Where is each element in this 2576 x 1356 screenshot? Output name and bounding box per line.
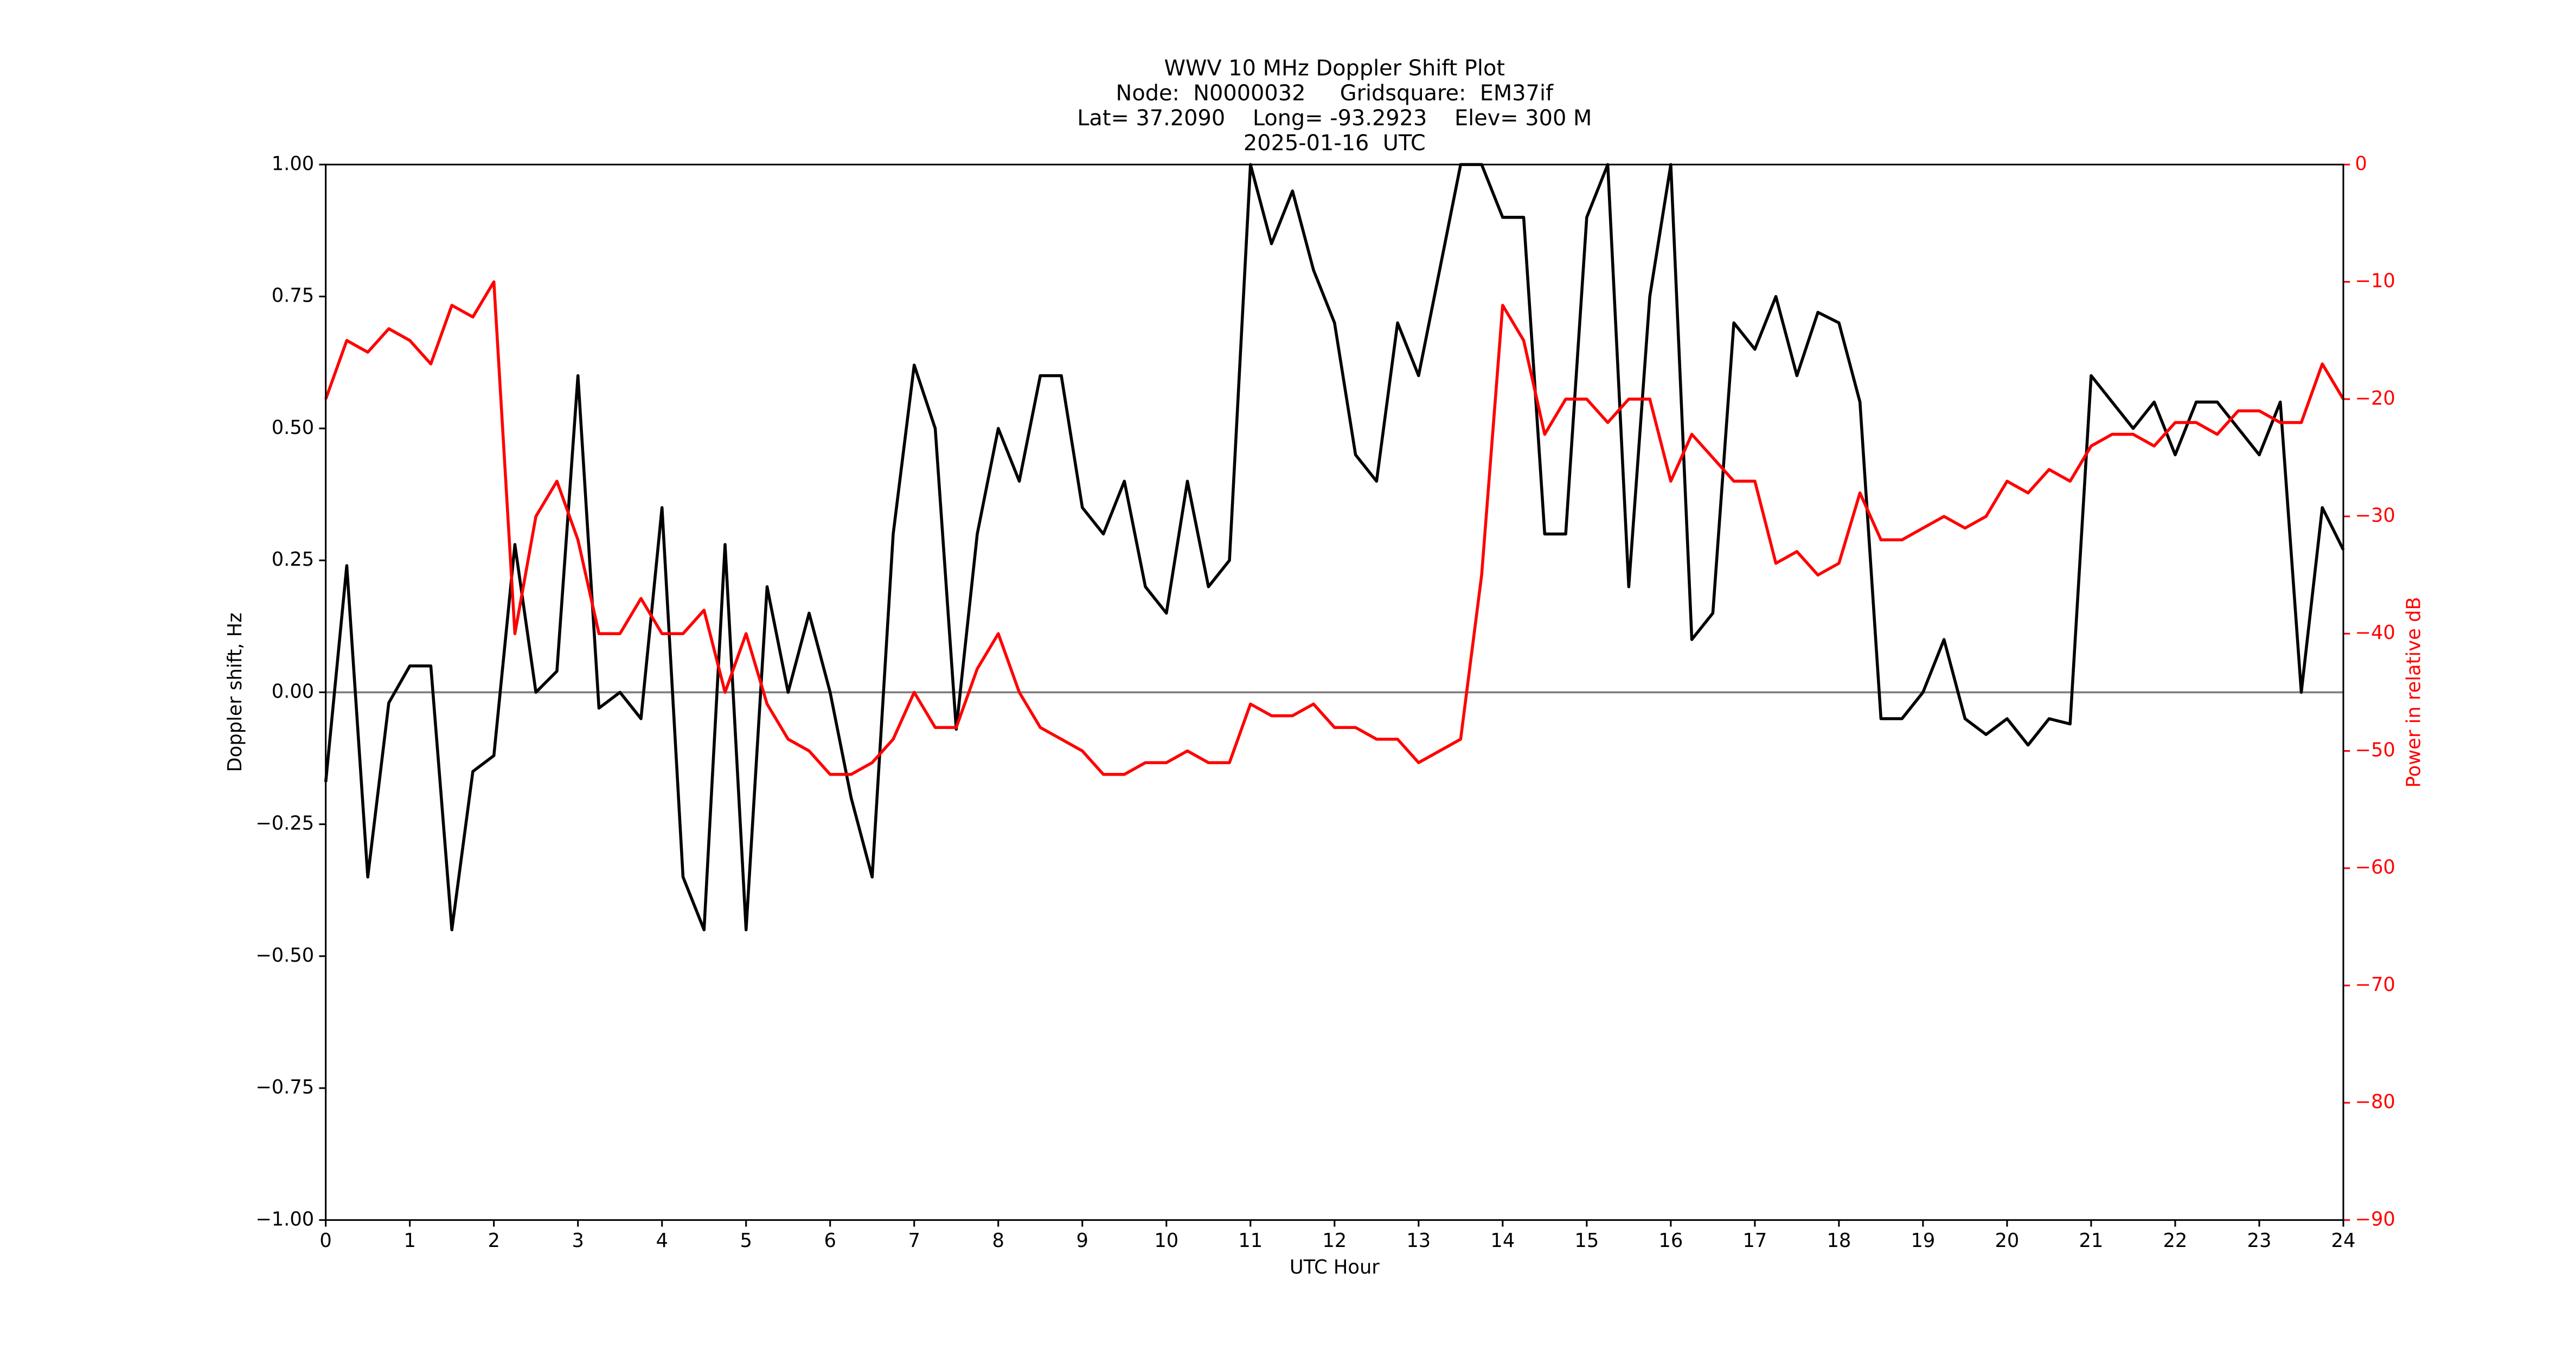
y-tick-label: 0.75 xyxy=(272,285,314,307)
x-tick-label: 7 xyxy=(908,1230,920,1252)
y2-tick-label: −70 xyxy=(2355,974,2395,996)
x-tick-label: 17 xyxy=(1742,1230,1767,1252)
x-tick-label: 0 xyxy=(319,1230,331,1252)
y-tick-label: −0.25 xyxy=(255,813,314,835)
y2-tick-label: −50 xyxy=(2355,739,2395,761)
chart-title: 2025-01-16 UTC xyxy=(1244,131,1426,156)
x-tick-label: 3 xyxy=(572,1230,584,1252)
y2-tick-label: 0 xyxy=(2355,152,2367,175)
x-tick-label: 12 xyxy=(1322,1230,1347,1252)
x-tick-label: 21 xyxy=(2079,1230,2104,1252)
y2-tick-label: −60 xyxy=(2355,856,2395,879)
x-tick-label: 18 xyxy=(1827,1230,1851,1252)
series-line xyxy=(324,280,2345,776)
x-tick-label: 20 xyxy=(1995,1230,2019,1252)
x-tick-label: 16 xyxy=(1658,1230,1683,1252)
y2-tick-label: −30 xyxy=(2355,504,2395,527)
x-tick-label: 23 xyxy=(2247,1230,2272,1252)
y2-axis-label: Power in relative dB xyxy=(2403,597,2425,788)
y2-tick-label: −10 xyxy=(2355,270,2395,292)
y-tick-label: 0.00 xyxy=(272,680,314,702)
y-axis-label: Doppler shift, Hz xyxy=(224,612,246,772)
x-tick-label: 8 xyxy=(992,1230,1004,1252)
x-tick-label: 14 xyxy=(1490,1230,1515,1252)
x-tick-label: 24 xyxy=(2331,1230,2356,1252)
x-tick-label: 15 xyxy=(1574,1230,1599,1252)
x-axis-label: UTC Hour xyxy=(1290,1256,1380,1278)
x-tick-label: 5 xyxy=(740,1230,752,1252)
chart-title: Lat= 37.2090 Long= -93.2923 Elev= 300 M xyxy=(1077,106,1592,131)
x-tick-label: 22 xyxy=(2163,1230,2188,1252)
series-line xyxy=(324,163,2345,931)
plot-frame xyxy=(325,163,2344,1221)
x-tick-label: 2 xyxy=(488,1230,499,1252)
x-tick-label: 9 xyxy=(1076,1230,1088,1252)
x-tick-label: 10 xyxy=(1154,1230,1178,1252)
y2-tick-label: −20 xyxy=(2355,387,2395,410)
y-tick-label: 1.00 xyxy=(272,152,314,175)
chart-title: WWV 10 MHz Doppler Shift Plot xyxy=(1164,56,1505,81)
x-tick-label: 6 xyxy=(824,1230,836,1252)
x-tick-label: 19 xyxy=(1911,1230,1935,1252)
y-tick-label: 0.50 xyxy=(272,417,314,439)
y2-tick-label: −40 xyxy=(2355,622,2395,644)
y2-tick-label: −90 xyxy=(2355,1208,2395,1230)
y-tick-label: −0.50 xyxy=(255,944,314,967)
x-tick-label: 4 xyxy=(656,1230,668,1252)
y-tick-label: −1.00 xyxy=(255,1208,314,1230)
x-tick-label: 11 xyxy=(1238,1230,1263,1252)
x-tick-label: 1 xyxy=(403,1230,415,1252)
chart-title: Node: N0000032 Gridsquare: EM37if xyxy=(1116,81,1554,106)
y2-tick-label: −80 xyxy=(2355,1091,2395,1113)
y-tick-label: 0.25 xyxy=(272,548,314,571)
x-tick-label: 13 xyxy=(1406,1230,1431,1252)
y-tick-label: −0.75 xyxy=(255,1076,314,1098)
